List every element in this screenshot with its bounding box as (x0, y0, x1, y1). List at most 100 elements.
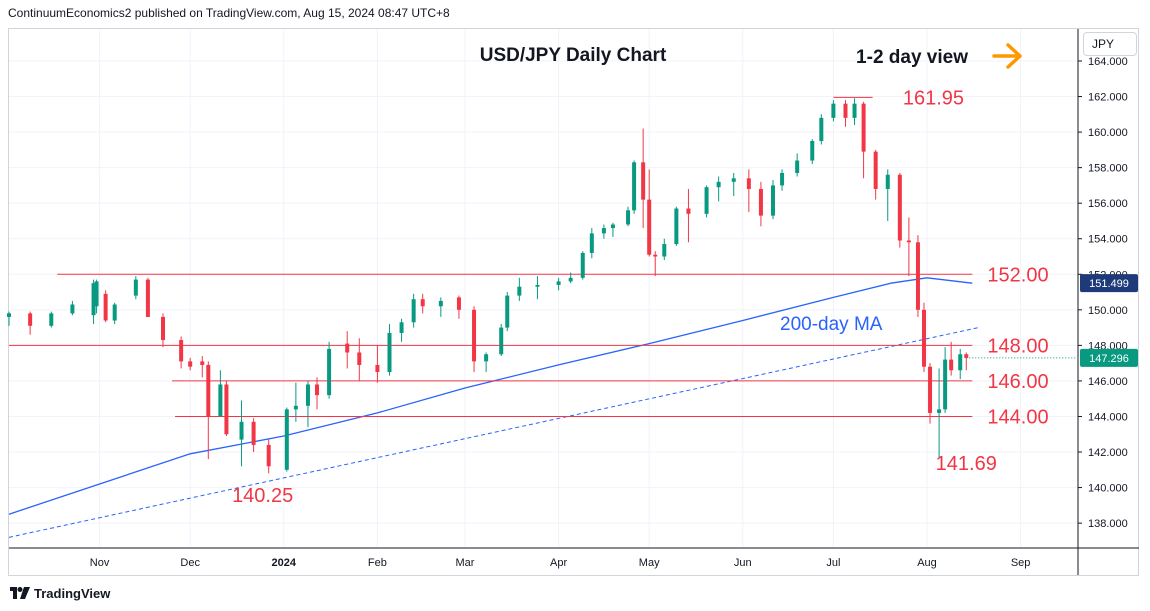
candle-body (266, 444, 271, 467)
candle-body (716, 181, 721, 188)
last-price-badge-bg (1080, 348, 1138, 367)
candle (206, 361, 211, 460)
y-tick-label: 158.000 (1088, 163, 1128, 175)
level-label: 152.00 (987, 264, 1048, 286)
candle-body (662, 244, 667, 257)
candle-body (921, 309, 926, 367)
candle-body (188, 361, 193, 367)
y-tick-label: 138.000 (1088, 518, 1128, 530)
candle-body (641, 162, 646, 200)
candle (327, 341, 332, 399)
candle (861, 101, 866, 179)
candle (266, 439, 271, 474)
candle (915, 235, 920, 317)
candle (399, 318, 404, 342)
candle-body (505, 295, 510, 328)
candle (626, 206, 631, 227)
candle (674, 206, 679, 246)
candle (662, 238, 667, 261)
candle (200, 356, 205, 378)
candle (731, 172, 736, 197)
candle (251, 418, 256, 453)
candle-body (315, 384, 320, 396)
candle-body (535, 284, 540, 287)
candle-body (284, 409, 289, 470)
candle-body (810, 140, 815, 161)
candle-body (133, 279, 138, 296)
currency-badge[interactable]: JPY (1083, 32, 1137, 56)
candle (357, 338, 362, 381)
candle-body (647, 199, 652, 255)
candle (610, 222, 615, 237)
y-tick-label: 164.000 (1088, 56, 1128, 68)
moving-average-layer (8, 277, 979, 538)
x-tick-label: Mar (456, 557, 475, 569)
x-tick-label: Aug (917, 557, 937, 569)
candle-body (375, 364, 380, 373)
candle (224, 380, 229, 437)
candle (810, 139, 815, 165)
candle (653, 251, 658, 277)
candle (928, 363, 933, 424)
candle (472, 306, 477, 373)
candle (758, 181, 763, 227)
candle (771, 180, 776, 220)
candle-body (873, 151, 878, 189)
tradingview-logo[interactable]: TradingView (10, 584, 110, 602)
candle (284, 407, 289, 472)
candle-body (780, 172, 785, 186)
candle (885, 169, 890, 221)
candle-body (906, 240, 911, 243)
candle-body (795, 160, 800, 173)
x-tick-label: Jun (734, 557, 752, 569)
candle-body (610, 224, 615, 229)
candle (852, 98, 857, 125)
candle-body (224, 384, 229, 435)
candle-body (206, 364, 211, 417)
candle-body (357, 352, 362, 365)
candle-body (556, 281, 561, 285)
horizontal-levels (9, 96, 973, 417)
candle (387, 324, 392, 376)
candle (375, 345, 380, 383)
candle (103, 290, 108, 323)
candle-body (411, 299, 416, 323)
candle-body (103, 293, 108, 321)
x-tick-label: Jul (826, 557, 840, 569)
tradingview-wordmark: TradingView (34, 585, 111, 601)
chart-frame[interactable] (8, 28, 1139, 576)
trendline (8, 327, 979, 538)
candle (716, 176, 721, 202)
candle-body (438, 300, 443, 307)
publisher-line: ContinuumEconomics2 published on Trading… (8, 6, 450, 20)
candle (112, 302, 117, 325)
candle (484, 352, 489, 373)
candle (958, 348, 963, 380)
candle (641, 128, 646, 229)
low-annotation: 140.25 (232, 485, 293, 507)
candle (906, 217, 911, 277)
candle-body (200, 361, 205, 365)
candle-body (387, 332, 392, 373)
candle-body (420, 299, 425, 307)
candle-body (28, 313, 33, 326)
candle (632, 160, 637, 214)
x-tick-label: Dec (180, 557, 200, 569)
candle-body (653, 254, 658, 257)
candle (873, 149, 878, 200)
candle-body (964, 354, 969, 358)
candle-body (731, 178, 736, 182)
candle (746, 169, 751, 213)
candle-body (758, 188, 763, 216)
y-tick-label: 160.000 (1088, 127, 1128, 139)
candle-body (94, 281, 99, 307)
y-tick-label: 144.000 (1088, 411, 1128, 423)
candle-body (746, 178, 751, 189)
candle (831, 100, 836, 122)
candle-body (819, 117, 824, 141)
candle-body (861, 103, 866, 152)
low-annotation: 141.69 (936, 453, 997, 475)
candle (505, 292, 510, 332)
level-label: 148.00 (987, 335, 1048, 357)
